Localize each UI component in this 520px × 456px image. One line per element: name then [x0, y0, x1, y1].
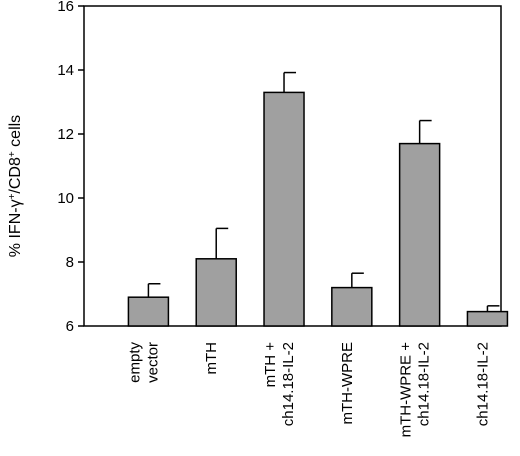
- x-category-label-line: mTH-WPRE: [339, 342, 356, 425]
- bar: [466, 310, 509, 327]
- x-category-label: mTH-WPRE: [339, 342, 356, 425]
- x-category-label-line: mTH-WPRE +: [398, 342, 415, 438]
- y-tick-label: 16: [57, 0, 74, 15]
- x-category-label: mTH +ch14.18-IL-2: [262, 342, 297, 426]
- y-tick-label: 14: [57, 62, 74, 79]
- x-category-label: ch14.18-IL-2: [474, 342, 491, 426]
- x-category-label-line: ch14.18-IL-2: [280, 342, 297, 426]
- y-axis-title-superscript: +: [7, 193, 18, 199]
- y-tick-label: 6: [66, 318, 74, 335]
- y-axis-title-part: /CD8: [7, 157, 24, 194]
- x-category-label-line: mTH: [203, 342, 220, 375]
- x-category-label-line: empty: [126, 342, 143, 383]
- y-tick-label: 10: [57, 190, 74, 207]
- x-category-label-line: mTH +: [262, 342, 279, 388]
- bar: [331, 286, 373, 327]
- y-axis-title-part: cells: [7, 115, 24, 151]
- y-axis-title-part: % IFN-γ: [7, 199, 24, 257]
- y-axis-title: % IFN-γ+/CD8+ cells: [7, 115, 25, 257]
- bar: [195, 258, 237, 327]
- x-category-label-line: ch14.18-IL-2: [474, 342, 491, 426]
- bar: [398, 142, 441, 327]
- x-category-label: mTH: [203, 342, 220, 375]
- y-axis-title-superscript: +: [7, 151, 18, 157]
- x-category-label-line: vector: [144, 342, 161, 383]
- x-category-label: emptyvector: [126, 342, 161, 383]
- bar: [127, 296, 170, 327]
- y-tick-label: 8: [66, 254, 74, 271]
- bar: [263, 91, 305, 327]
- y-tick-label: 12: [57, 126, 74, 143]
- x-category-label-line: ch14.18-IL-2: [416, 342, 433, 426]
- x-category-label: mTH-WPRE +ch14.18-IL-2: [398, 342, 433, 438]
